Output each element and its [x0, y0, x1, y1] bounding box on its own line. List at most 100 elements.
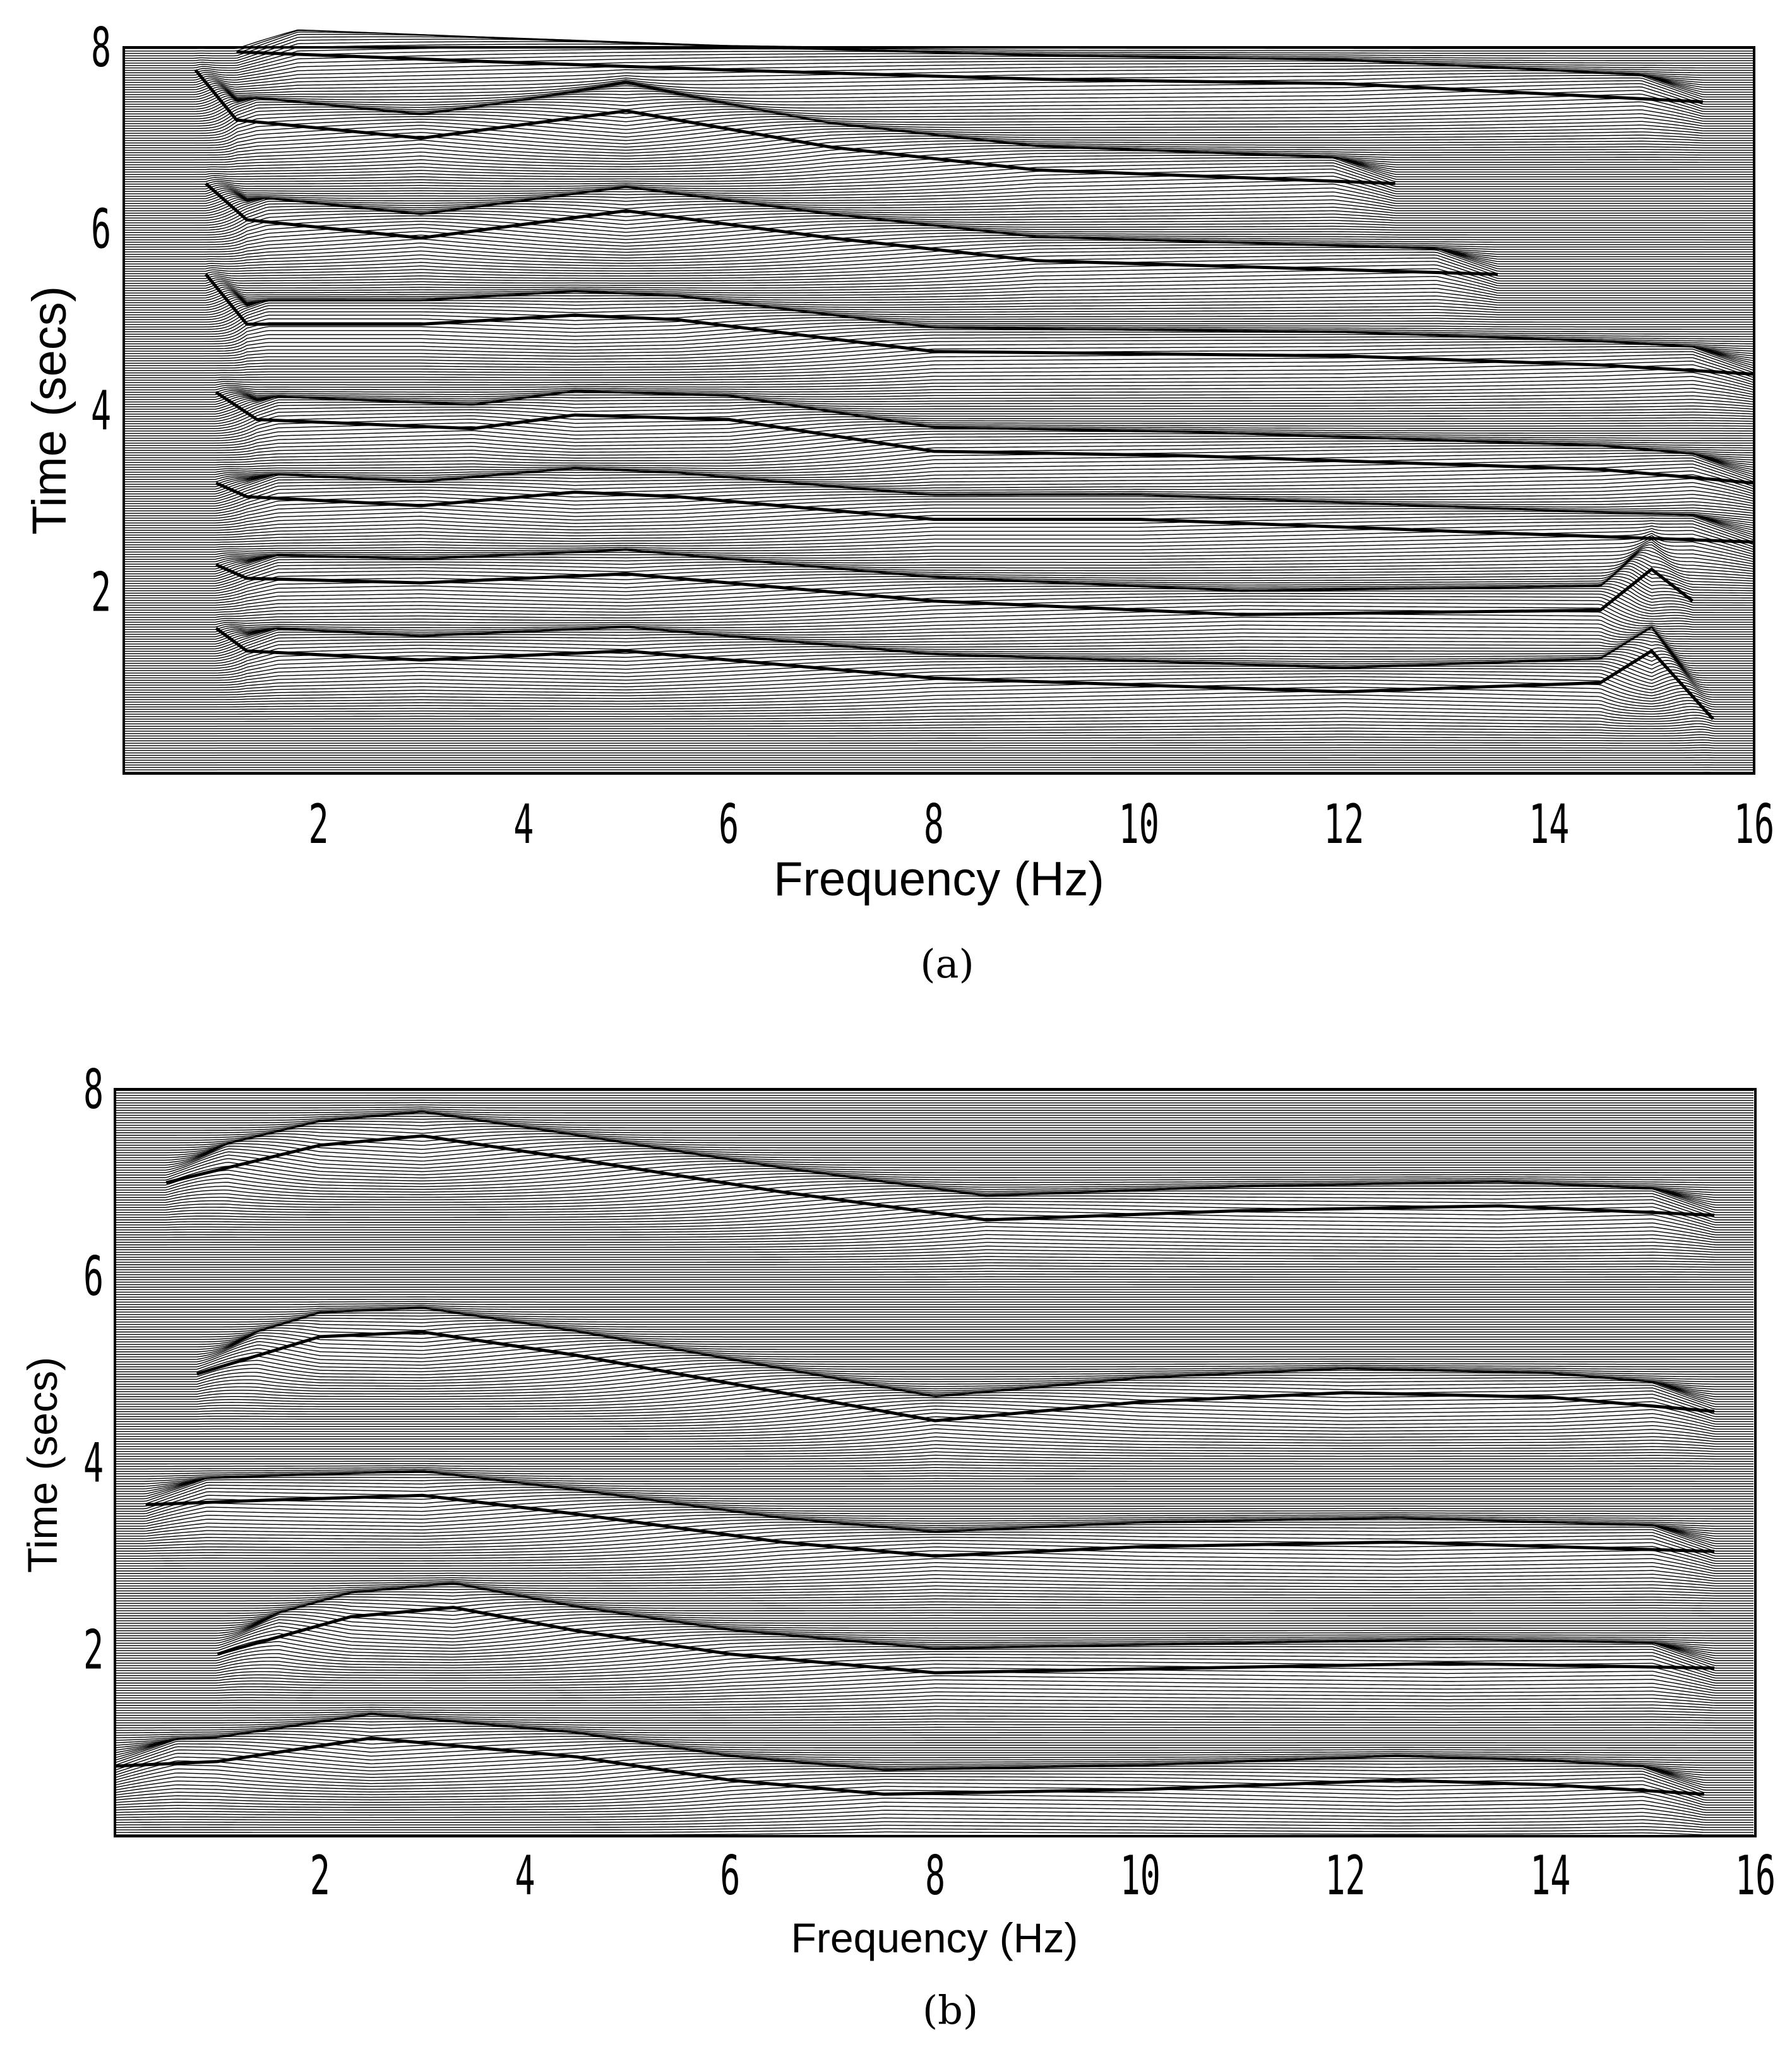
wiggle-trace: [124, 93, 1753, 117]
wiggle-trace: [115, 1467, 1753, 1470]
wiggle-trace: [124, 667, 1753, 691]
wiggle-trace: [115, 1315, 1753, 1338]
wiggle-trace: [124, 605, 1753, 625]
wiggle-trace: [124, 160, 1753, 182]
wiggle-trace: [124, 186, 1753, 206]
wiggle-trace: [124, 590, 1753, 613]
wiggle-trace: [114, 1779, 1753, 1801]
wiggle-trace: [124, 68, 1753, 90]
wiggle-trace: [124, 744, 1753, 746]
wiggle-trace: [124, 390, 1753, 407]
wiggle-trace: [115, 1268, 1753, 1270]
wiggle-trace: [124, 179, 1753, 197]
wiggle-trace: [115, 1125, 1753, 1149]
wiggle-trace: [124, 636, 1753, 659]
wiggle-trace: [124, 232, 1753, 255]
wiggle-trace: [124, 88, 1753, 112]
wiggle-trace: [114, 1782, 1753, 1803]
wiggle-trace: [115, 1470, 1753, 1474]
wiggle-trace: [115, 1618, 1753, 1642]
wiggle-trace: [124, 138, 1753, 161]
wiggle-trace: [124, 376, 1753, 391]
wiggle-trace: [124, 372, 1753, 388]
wiggle-trace: [115, 1464, 1753, 1467]
wiggle-trace: [124, 261, 1753, 282]
wiggle-trace: [115, 1409, 1753, 1430]
wiggle-trace: [115, 1454, 1753, 1460]
wiggle-trace: [115, 1340, 1753, 1363]
wiggle-trace: [124, 172, 1753, 192]
wiggle-trace: [124, 361, 1753, 381]
wiggle-trace: [115, 1566, 1753, 1579]
wiggle-trace: [115, 1330, 1753, 1352]
wiggle-trace: [115, 1471, 1753, 1477]
wiggle-trace: [114, 1721, 1753, 1743]
wiggle-trace: [124, 710, 1753, 720]
x-axis-title-a: Frequency (Hz): [774, 852, 1104, 906]
wiggle-trace: [115, 1111, 1753, 1121]
wiggle-trace: [114, 1817, 1753, 1826]
wiggle-trace: [115, 1230, 1753, 1243]
wiggle-trace: [124, 679, 1753, 700]
wiggle-trace: [124, 539, 1753, 563]
wiggle-trace: [124, 404, 1753, 427]
wiggle-trace: [124, 626, 1753, 640]
wiggle-trace: [115, 1574, 1753, 1584]
wiggle-trace: [115, 1214, 1753, 1233]
wiggle-trace: [124, 351, 1753, 374]
wiggle-trace: [124, 520, 1753, 543]
wiggle-trace: [115, 1699, 1753, 1706]
ridge-line-1: [114, 1736, 1704, 1796]
wiggle-trace: [124, 450, 1753, 473]
wiggle-trace: [115, 1303, 1753, 1305]
wiggle-trace: [115, 1372, 1753, 1395]
y-tick-labels-b: 2 4 6 8: [83, 1058, 104, 1681]
wiggle-trace: [115, 1623, 1753, 1647]
wiggle-trace: [115, 1447, 1753, 1455]
wiggle-trace: [115, 1691, 1753, 1701]
wiggle-trace: [115, 1679, 1753, 1694]
wiggle-trace: [124, 169, 1753, 189]
ridge-line-5: [165, 1134, 1715, 1222]
wiggle-trace: [115, 1667, 1753, 1687]
wiggle-trace: [124, 638, 1753, 662]
wiggle-trace: [124, 390, 1753, 405]
wiggle-trace: [115, 1675, 1753, 1692]
wiggle-trace: [124, 186, 1753, 202]
wiggle-trace: [115, 1380, 1753, 1402]
wiggle-trace: [124, 85, 1753, 110]
wiggle-trace: [115, 1649, 1753, 1671]
wiggle-trace: [124, 251, 1753, 275]
x-tick-label: 6: [719, 793, 739, 856]
wiggle-trace: [115, 1322, 1753, 1345]
ridge-line-4: [215, 391, 1755, 485]
wiggle-trace: [124, 602, 1753, 623]
wiggle-trace: [115, 1210, 1753, 1231]
wiggle-trace: [124, 140, 1753, 163]
wiggle-trace: [124, 720, 1753, 727]
wiggle-trace: [115, 1596, 1753, 1619]
wiggle-trace: [124, 530, 1753, 552]
wiggle-trace: [124, 36, 1753, 59]
wiggle-trace: [124, 411, 1753, 434]
wiggle-trace: [115, 1193, 1753, 1215]
wiggle-trace: [115, 1335, 1753, 1358]
ridge-line-7: [194, 69, 1395, 186]
wiggle-trace: [124, 452, 1753, 475]
wiggle-trace: [115, 1705, 1753, 1711]
wiggle-trace: [124, 90, 1753, 115]
wiggle-trace: [115, 1476, 1753, 1500]
wiggle-trace: [115, 1375, 1753, 1397]
wiggle-trace: [115, 1402, 1753, 1425]
wiggle-trace: [124, 457, 1753, 480]
wiggle-trace: [124, 291, 1753, 301]
y-tick-label: 6: [83, 1245, 104, 1308]
wiggle-trace: [124, 145, 1753, 168]
wiggle-trace: [115, 1203, 1753, 1226]
wiggle-trace: [124, 304, 1753, 328]
wiggle-trace: [124, 368, 1753, 386]
wiggle-trace: [124, 731, 1753, 734]
wiggle-trace: [124, 528, 1753, 551]
wiggle-trace: [115, 1613, 1753, 1637]
wiggle-trace: [115, 1106, 1753, 1109]
